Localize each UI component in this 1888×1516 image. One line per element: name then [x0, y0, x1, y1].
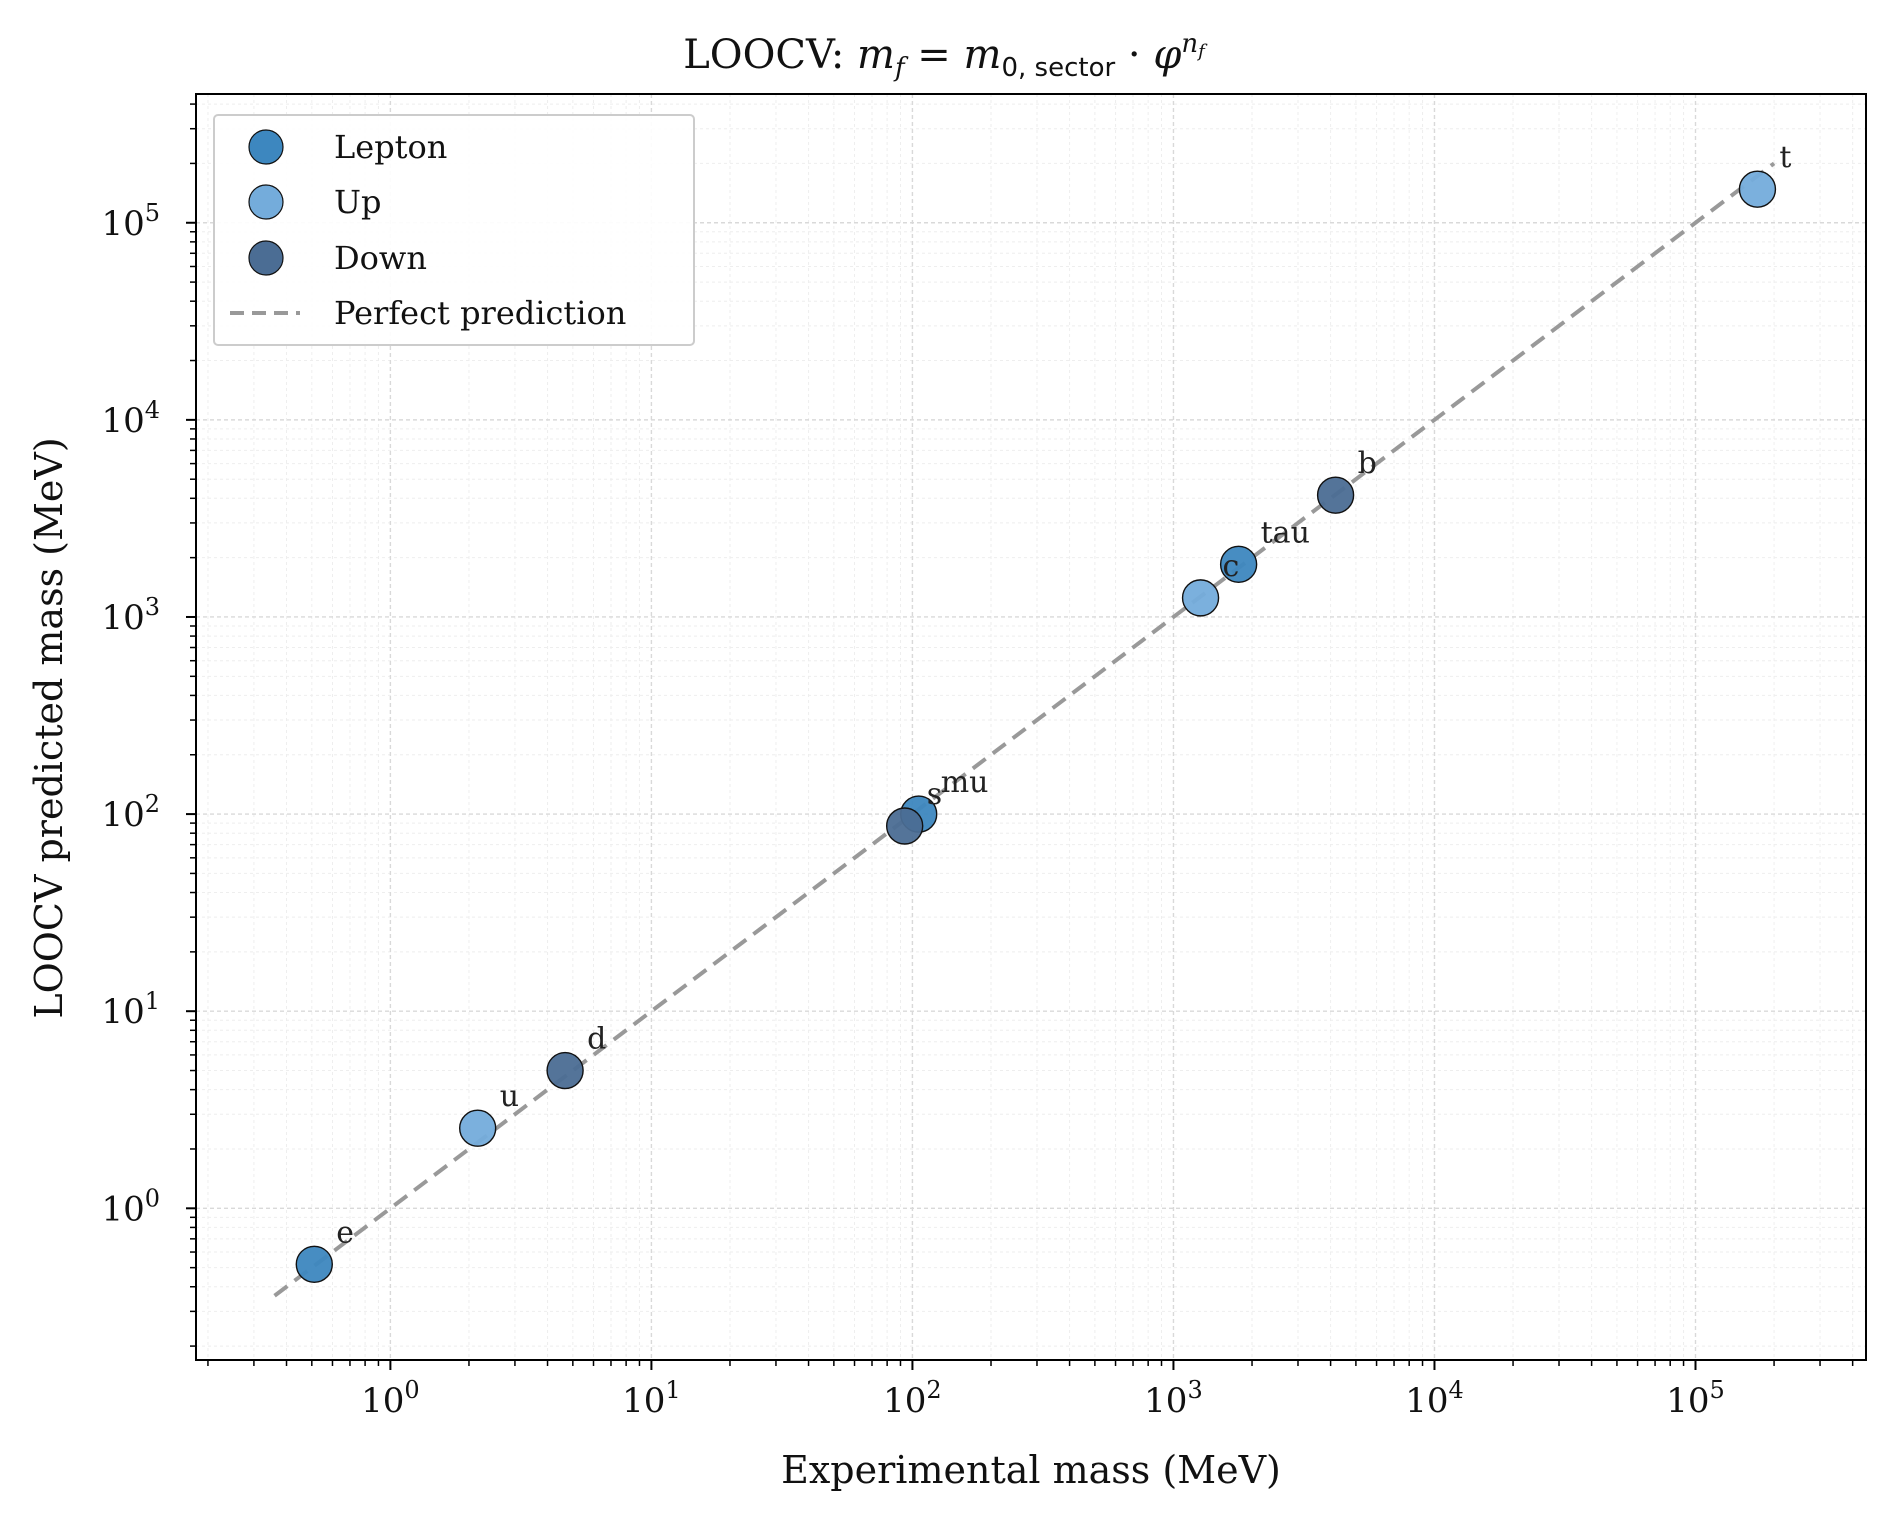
- y-tick-label: 102: [101, 790, 160, 835]
- data-point-t: [1738, 170, 1777, 208]
- x-tick-label: 101: [622, 1376, 681, 1421]
- point-label-d: d: [587, 1022, 606, 1057]
- x-tick-label: 100: [361, 1376, 420, 1421]
- y-axis-label: LOOCV predicted mass (MeV): [27, 437, 71, 1018]
- point-label-u: u: [500, 1079, 519, 1114]
- x-tick-label: 104: [1405, 1376, 1464, 1421]
- legend-marker-lepton: [248, 129, 284, 165]
- x-tick-label: 103: [1144, 1376, 1203, 1421]
- plot-area-frame: [195, 93, 1867, 1361]
- legend-box: [213, 114, 695, 346]
- legend-label-up: Up: [334, 183, 381, 221]
- point-label-c: c: [1223, 549, 1240, 584]
- data-point-tau: [1219, 545, 1258, 584]
- y-tick-labels: 100 101 102 103 104 105: [101, 199, 160, 1230]
- chart-title: LOOCV: mf = m0, sector · φnf: [683, 29, 1208, 83]
- data-point-d: [546, 1051, 584, 1090]
- data-point-b: [1316, 476, 1355, 514]
- point-labels-group: e mu tau u c t d s b: [336, 140, 1791, 1250]
- point-label-s: s: [927, 777, 942, 812]
- y-tick-label: 105: [101, 199, 160, 244]
- legend-label-down: Down: [334, 239, 427, 277]
- data-point-e: [295, 1245, 333, 1283]
- point-label-b: b: [1358, 446, 1377, 481]
- legend-marker-down: [248, 240, 284, 276]
- reference-line-group: [273, 161, 1776, 1298]
- legend-label-lepton: Lepton: [334, 128, 447, 166]
- y-tick-label: 101: [101, 987, 160, 1032]
- point-label-tau: tau: [1261, 515, 1310, 550]
- data-point-s: [885, 807, 924, 845]
- y-tick-label: 104: [101, 396, 160, 441]
- legend-marker-up: [248, 184, 284, 220]
- legend: Lepton Up Down Perfect prediction: [213, 114, 695, 346]
- data-point-c: [1181, 579, 1220, 617]
- perfect-prediction-line: [273, 161, 1776, 1298]
- x-tick-labels: 100 101 102 103 104 105: [361, 1376, 1725, 1421]
- axis-ticks: [186, 103, 1854, 1370]
- data-point-u: [458, 1109, 497, 1147]
- points-group: [295, 170, 1777, 1283]
- point-label-t: t: [1779, 140, 1791, 175]
- y-tick-label: 103: [101, 593, 160, 638]
- point-label-mu: mu: [941, 765, 989, 800]
- x-axis-label: Experimental mass (MeV): [781, 1448, 1281, 1492]
- point-label-e: e: [336, 1215, 354, 1250]
- legend-label-perfect-prediction: Perfect prediction: [334, 294, 626, 332]
- x-tick-label: 102: [883, 1376, 942, 1421]
- x-tick-label: 105: [1666, 1376, 1725, 1421]
- y-tick-label: 100: [101, 1184, 160, 1229]
